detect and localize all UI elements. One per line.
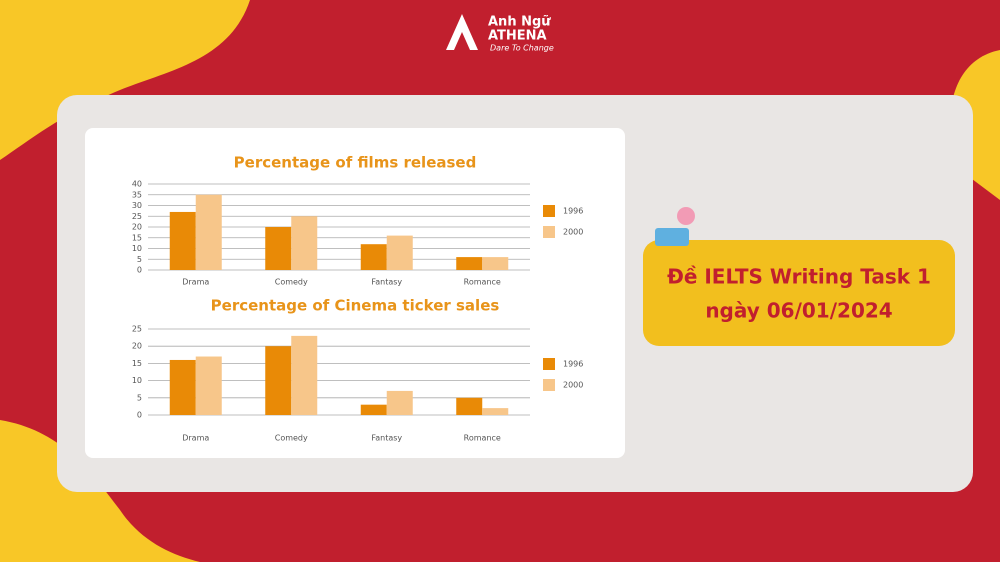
brand-sub: ATHENA — [488, 29, 547, 44]
brand-tagline: Dare To Change — [490, 44, 554, 53]
x-tick-label: Romance — [464, 278, 501, 287]
bar — [291, 335, 318, 415]
x-tick-label: Drama — [182, 278, 209, 287]
banner-line: ngày 06/01/2024 — [705, 299, 892, 323]
x-tick-label: Romance — [464, 434, 501, 443]
bar — [456, 257, 483, 270]
legend-swatch — [543, 358, 555, 370]
y-tick-label: 10 — [132, 376, 142, 385]
y-tick-label: 25 — [132, 212, 142, 221]
bar — [265, 346, 292, 415]
decor-icon — [655, 207, 695, 246]
decor-blob — [0, 0, 250, 160]
logo-icon — [446, 14, 478, 50]
y-tick-label: 5 — [137, 393, 142, 402]
bar — [169, 211, 196, 270]
y-tick-label: 40 — [132, 180, 142, 189]
legend-swatch — [543, 226, 555, 238]
bar — [195, 194, 222, 270]
legend-label: 2000 — [563, 228, 583, 237]
y-tick-label: 15 — [132, 359, 142, 368]
bar — [482, 257, 509, 270]
bar — [386, 390, 413, 415]
y-tick-label: 35 — [132, 190, 142, 199]
legend-swatch — [543, 205, 555, 217]
chart-title: Percentage of films released — [234, 154, 477, 172]
y-tick-label: 30 — [132, 201, 142, 210]
bar — [360, 244, 387, 270]
bar — [169, 359, 196, 415]
bar — [195, 356, 222, 415]
chart-card — [85, 128, 625, 458]
bar — [482, 408, 509, 415]
legend-label: 1996 — [563, 360, 583, 369]
y-tick-label: 20 — [132, 223, 142, 232]
y-tick-label: 20 — [132, 342, 142, 351]
legend-label: 2000 — [563, 381, 583, 390]
banner — [643, 240, 955, 346]
x-tick-label: Comedy — [275, 278, 308, 287]
x-tick-label: Fantasy — [371, 434, 402, 443]
brand-name: Anh Ngữ — [488, 15, 551, 30]
y-tick-label: 10 — [132, 244, 142, 253]
y-tick-label: 0 — [137, 266, 142, 275]
bar — [291, 216, 318, 270]
chart-title: Percentage of Cinema ticker sales — [211, 297, 500, 315]
banner-line: Đề IELTS Writing Task 1 — [667, 265, 931, 289]
y-tick-label: 5 — [137, 255, 142, 264]
y-tick-label: 25 — [132, 325, 142, 334]
legend-label: 1996 — [563, 207, 583, 216]
bar — [386, 235, 413, 270]
y-tick-label: 0 — [137, 411, 142, 420]
legend-swatch — [543, 379, 555, 391]
bar — [265, 227, 292, 270]
bar — [456, 397, 483, 415]
bar — [360, 404, 387, 415]
x-tick-label: Fantasy — [371, 278, 402, 287]
x-tick-label: Comedy — [275, 434, 308, 443]
x-tick-label: Drama — [182, 434, 209, 443]
y-tick-label: 15 — [132, 233, 142, 242]
